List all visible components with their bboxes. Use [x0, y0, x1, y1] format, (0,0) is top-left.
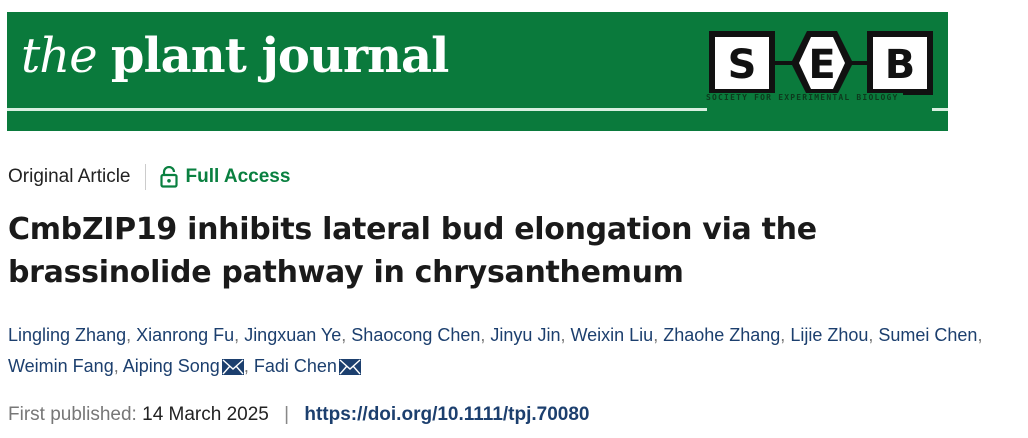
- separator: ,: [653, 325, 664, 345]
- separator: |: [284, 404, 290, 425]
- journal-banner[interactable]: the plant journal S E B: [7, 12, 948, 131]
- email-icon[interactable]: [338, 359, 361, 375]
- banner-divider: [932, 108, 948, 111]
- separator: ,: [977, 325, 983, 345]
- seb-letter: S: [728, 42, 757, 88]
- access-badge: Full Access: [185, 166, 291, 187]
- author-list: Lingling Zhang, Xianrong Fu, Jingxuan Ye…: [8, 320, 1028, 382]
- author-link[interactable]: Weixin Liu: [570, 325, 654, 345]
- author-link[interactable]: Xianrong Fu: [136, 325, 235, 345]
- seb-letter: E: [808, 42, 835, 88]
- journal-logo: the plant journal: [21, 28, 449, 84]
- published-label: First published:: [8, 404, 137, 425]
- divider: [144, 164, 146, 190]
- publication-info: First published: 14 March 2025 | https:/…: [8, 404, 590, 426]
- author-link[interactable]: Lingling Zhang: [8, 325, 127, 345]
- published-date: 14 March 2025: [142, 404, 269, 425]
- separator: ,: [113, 356, 123, 376]
- author-link[interactable]: Zhaohe Zhang: [663, 325, 781, 345]
- author-link[interactable]: Weimin Fang: [8, 356, 114, 376]
- article-type: Original Article: [8, 166, 131, 187]
- banner-divider: [7, 108, 707, 111]
- unlock-icon: [159, 166, 178, 188]
- article-meta: Original Article Full Access: [8, 164, 290, 190]
- separator: ,: [341, 325, 352, 345]
- seb-letter: B: [885, 42, 916, 88]
- separator: ,: [234, 325, 245, 345]
- article-title: CmbZIP19 inhibits lateral bud elongation…: [8, 212, 817, 290]
- society-name: SOCIETY FOR EXPERIMENTAL BIOLOGY: [702, 93, 903, 102]
- author-link[interactable]: Lijie Zhou: [790, 325, 869, 345]
- author-link[interactable]: Aiping Song: [122, 356, 220, 376]
- author-link[interactable]: Jingxuan Ye: [244, 325, 342, 345]
- separator: ,: [560, 325, 571, 345]
- doi-link[interactable]: https://doi.org/10.1111/tpj.70080: [304, 404, 590, 425]
- author-link[interactable]: Shaocong Chen: [351, 325, 481, 345]
- author-link[interactable]: Sumei Chen: [878, 325, 978, 345]
- seb-logo: S E B: [709, 31, 933, 95]
- author-link[interactable]: Fadi Chen: [253, 356, 337, 376]
- email-icon[interactable]: [221, 359, 244, 375]
- separator: ,: [243, 356, 254, 376]
- author-link[interactable]: Jinyu Jin: [490, 325, 561, 345]
- separator: ,: [480, 325, 491, 345]
- separator: ,: [868, 325, 879, 345]
- separator: ,: [126, 325, 137, 345]
- separator: ,: [780, 325, 791, 345]
